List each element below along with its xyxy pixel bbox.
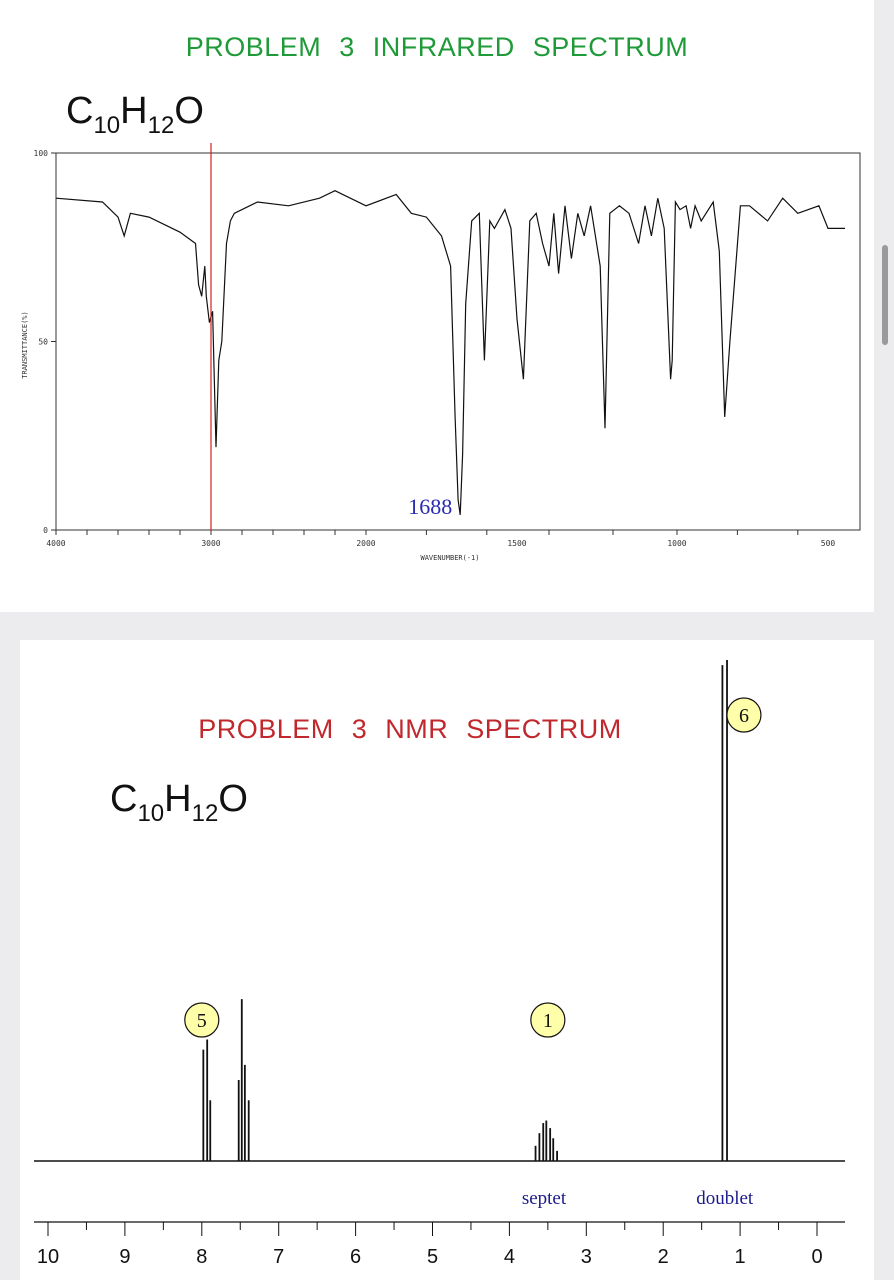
nmr-integration-label: 1 xyxy=(543,1010,553,1032)
nmr-multiplicity-label: septet xyxy=(522,1188,567,1209)
nmr-multiplicity-label: doublet xyxy=(696,1188,754,1209)
ir-plot-frame xyxy=(55,152,861,531)
ir-x-tick-label: 1000 xyxy=(667,539,686,548)
nmr-integration-circle xyxy=(726,697,762,733)
nmr-molecular-formula: C10H12O xyxy=(110,778,248,827)
nmr-panel xyxy=(20,640,874,1280)
nmr-integration-label: 6 xyxy=(739,705,749,727)
nmr-x-tick-label: 2 xyxy=(658,1246,669,1268)
nmr-integration-circle xyxy=(530,1002,566,1038)
ir-molecular-formula: C10H12O xyxy=(66,90,204,139)
ir-y-tick-label: 50 xyxy=(38,338,48,347)
ir-x-tick-label: 4000 xyxy=(46,539,65,548)
ir-x-tick-label: 1500 xyxy=(507,539,526,548)
nmr-title: PROBLEM 3 NMR SPECTRUM xyxy=(198,714,622,744)
nmr-x-tick-label: 10 xyxy=(37,1246,59,1268)
ir-x-tick-label: 2000 xyxy=(356,539,375,548)
nmr-x-tick-label: 8 xyxy=(196,1246,207,1268)
ir-x-axis-label: WAVENUMBER(-1) xyxy=(420,554,479,562)
ir-title: PROBLEM 3 INFRARED SPECTRUM xyxy=(185,32,689,62)
nmr-x-tick-label: 1 xyxy=(735,1246,746,1268)
ir-y-tick-label: 0 xyxy=(43,526,48,535)
ir-x-tick-label: 500 xyxy=(821,539,836,548)
ir-x-tick-label: 3000 xyxy=(201,539,220,548)
nmr-x-tick-label: 6 xyxy=(350,1246,361,1268)
nmr-x-tick-label: 0 xyxy=(811,1246,822,1268)
ir-spectrum-trace xyxy=(55,190,845,515)
ir-y-tick-label: 100 xyxy=(34,149,49,158)
nmr-integration-circle xyxy=(184,1002,220,1038)
scrollbar-thumb[interactable] xyxy=(882,245,888,345)
nmr-integration-label: 5 xyxy=(197,1010,207,1032)
ir-peak-label-1688: 1688 xyxy=(408,494,452,519)
nmr-x-tick-label: 3 xyxy=(581,1246,592,1268)
nmr-x-tick-label: 7 xyxy=(273,1246,284,1268)
nmr-x-tick-label: 9 xyxy=(119,1246,130,1268)
ir-y-axis-label: TRANSMITTANCE(%) xyxy=(21,311,29,378)
nmr-x-tick-label: 4 xyxy=(504,1246,515,1268)
ir-panel xyxy=(0,0,874,612)
nmr-x-tick-label: 5 xyxy=(427,1246,438,1268)
